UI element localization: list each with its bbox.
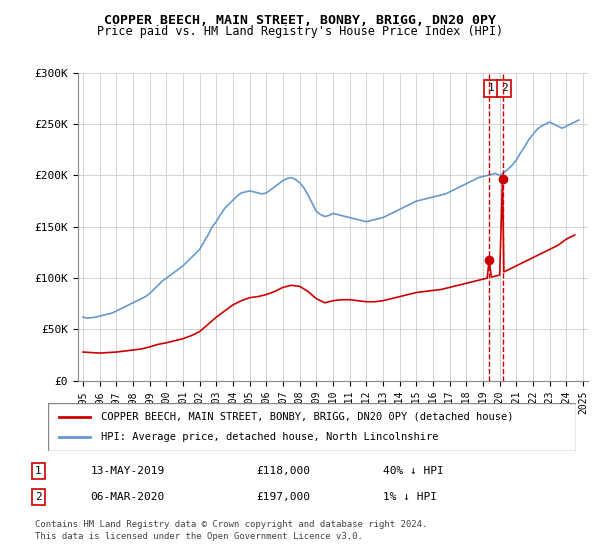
- Text: £118,000: £118,000: [256, 466, 310, 476]
- Text: This data is licensed under the Open Government Licence v3.0.: This data is licensed under the Open Gov…: [35, 533, 363, 542]
- Text: HPI: Average price, detached house, North Lincolnshire: HPI: Average price, detached house, Nort…: [101, 432, 438, 442]
- Text: 1: 1: [487, 83, 494, 93]
- FancyBboxPatch shape: [48, 403, 576, 451]
- Text: COPPER BEECH, MAIN STREET, BONBY, BRIGG, DN20 0PY (detached house): COPPER BEECH, MAIN STREET, BONBY, BRIGG,…: [101, 412, 513, 422]
- Text: COPPER BEECH, MAIN STREET, BONBY, BRIGG, DN20 0PY: COPPER BEECH, MAIN STREET, BONBY, BRIGG,…: [104, 14, 496, 27]
- Text: 2: 2: [501, 83, 508, 93]
- Text: £197,000: £197,000: [256, 492, 310, 502]
- Text: 13-MAY-2019: 13-MAY-2019: [90, 466, 164, 476]
- Text: 2: 2: [35, 492, 42, 502]
- Text: Price paid vs. HM Land Registry's House Price Index (HPI): Price paid vs. HM Land Registry's House …: [97, 25, 503, 38]
- Text: 1: 1: [35, 466, 42, 476]
- Text: 1% ↓ HPI: 1% ↓ HPI: [383, 492, 437, 502]
- Text: 40% ↓ HPI: 40% ↓ HPI: [383, 466, 443, 476]
- Text: 06-MAR-2020: 06-MAR-2020: [90, 492, 164, 502]
- Text: Contains HM Land Registry data © Crown copyright and database right 2024.: Contains HM Land Registry data © Crown c…: [35, 520, 427, 529]
